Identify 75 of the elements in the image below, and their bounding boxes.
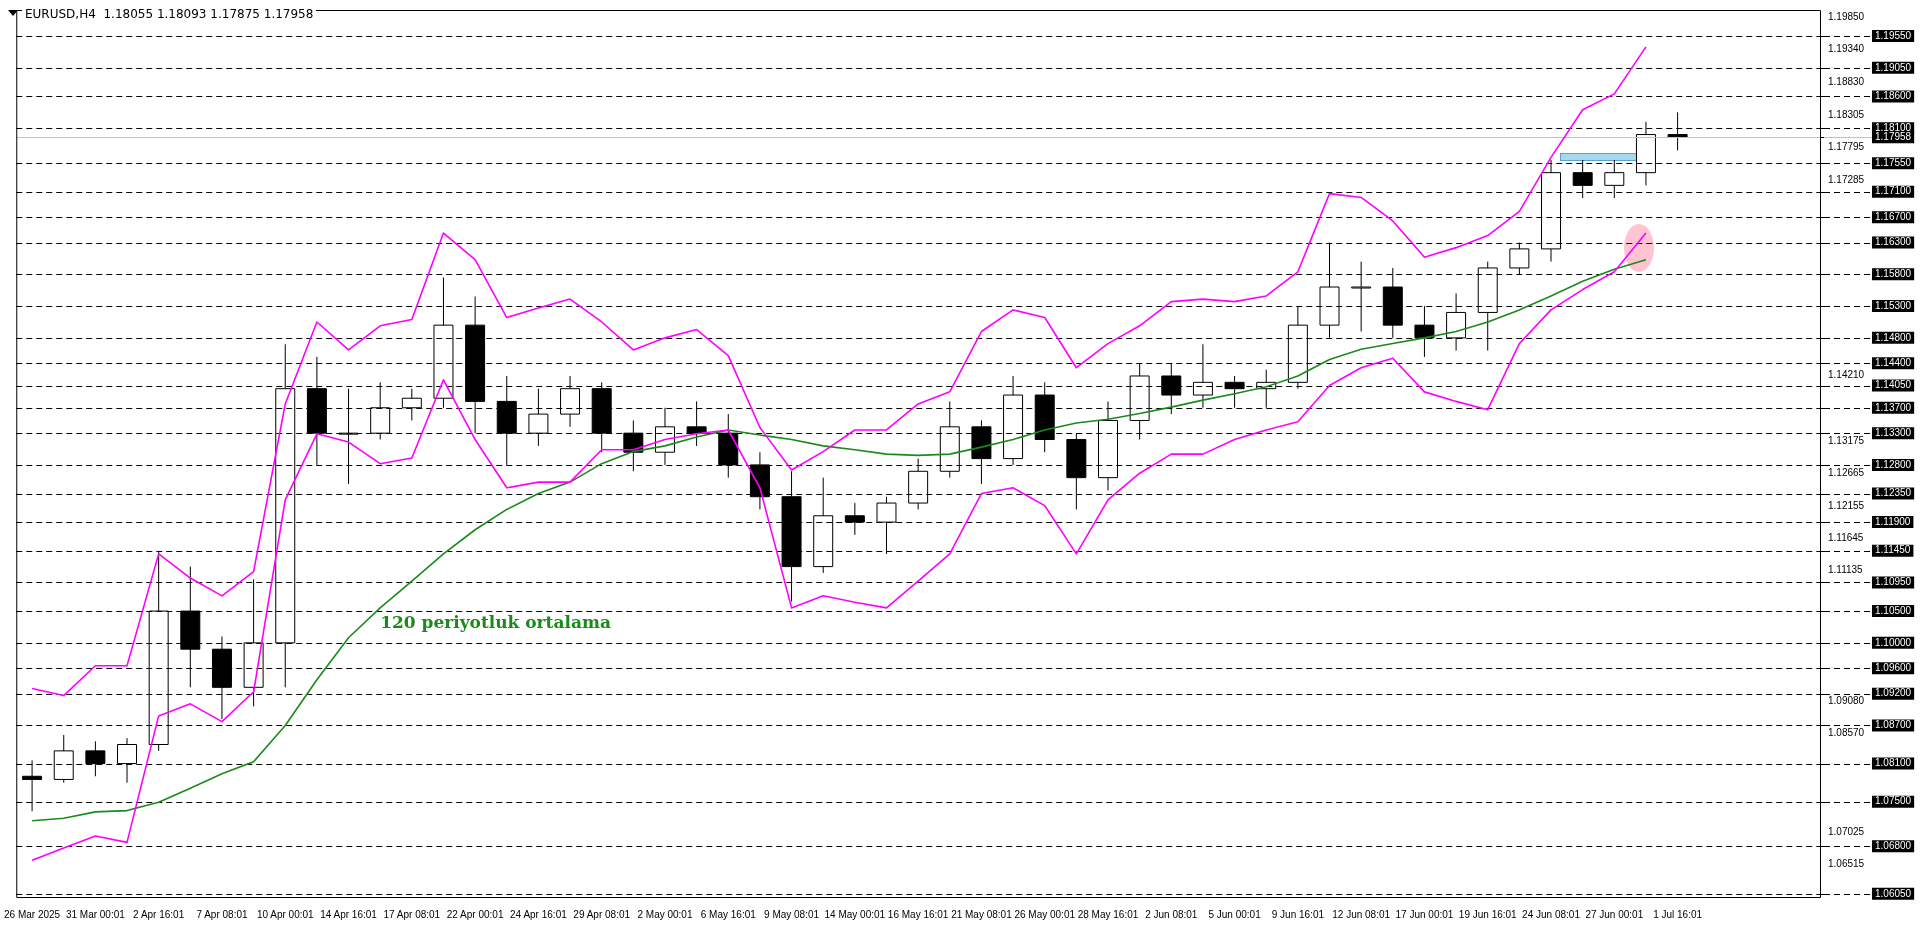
ref-line-label: 1.06050 — [1875, 887, 1912, 899]
ref-line-label: 1.18600 — [1875, 90, 1912, 102]
ref-line-label: 1.14050 — [1875, 379, 1912, 391]
y-tick-label: 1.06515 — [1828, 858, 1865, 870]
ref-line-label: 1.17550 — [1875, 156, 1912, 168]
y-tick-label: 1.18830 — [1828, 75, 1865, 87]
y-tick-label: 1.11135 — [1828, 564, 1864, 576]
ref-line-label: 1.14400 — [1875, 357, 1912, 369]
ref-line-label: 1.11450 — [1875, 544, 1911, 556]
x-tick-label: 1 Jul 16:01 — [1653, 908, 1703, 920]
x-tick-label: 17 Jun 00:01 — [1395, 908, 1454, 920]
x-tick-label: 17 Apr 08:01 — [383, 908, 441, 920]
y-tick-label: 1.11645 — [1828, 532, 1864, 544]
ref-line-label: 1.06800 — [1875, 839, 1912, 851]
ref-line-label: 1.17958 — [1875, 130, 1912, 142]
x-tick-label: 6 May 16:01 — [700, 908, 757, 920]
ref-line-label: 1.08100 — [1875, 757, 1912, 769]
chart-title: EURUSD,H4 1.18055 1.18093 1.17875 1.17958 — [22, 7, 317, 21]
x-tick-label: 19 Jun 16:01 — [1458, 908, 1518, 920]
y-tick-label: 1.12155 — [1828, 499, 1865, 511]
x-tick-label: 2 Apr 16:01 — [133, 908, 185, 920]
y-tick-label: 1.19850 — [1828, 10, 1865, 22]
ref-line-label: 1.15300 — [1875, 299, 1912, 311]
ref-line-label: 1.19050 — [1875, 61, 1912, 73]
x-tick-label: 10 Apr 00:01 — [256, 908, 315, 920]
x-tick-label: 9 May 08:01 — [764, 908, 820, 920]
y-tick-label: 1.17795 — [1828, 141, 1865, 153]
y-tick-label: 1.19340 — [1828, 43, 1865, 55]
ref-line-label: 1.07500 — [1875, 795, 1912, 807]
y-tick-label: 1.09080 — [1828, 695, 1865, 707]
series-label: 120 periyotluk ortalama — [380, 612, 611, 633]
ref-line-label: 1.09200 — [1875, 687, 1912, 699]
ref-line-label: 1.10500 — [1875, 604, 1912, 616]
x-tick-label: 22 Apr 00:01 — [446, 908, 504, 920]
ref-line-label: 1.13700 — [1875, 401, 1912, 413]
y-tick-label: 1.18305 — [1828, 108, 1865, 120]
ref-line-label: 1.15800 — [1875, 268, 1912, 280]
x-tick-label: 9 Jun 16:01 — [1271, 908, 1325, 920]
ref-line-label: 1.12350 — [1875, 487, 1912, 499]
ref-line-label: 1.17100 — [1875, 185, 1912, 197]
ref-line-label: 1.11900 — [1875, 515, 1911, 527]
x-tick-label: 21 May 08:01 — [951, 908, 1013, 920]
x-tick-label: 12 Jun 08:01 — [1332, 908, 1391, 920]
ref-line-label: 1.08700 — [1875, 719, 1912, 731]
y-tick-label: 1.07025 — [1828, 825, 1865, 837]
x-tick-label: 28 May 16:01 — [1077, 908, 1139, 920]
ref-line-label: 1.19550 — [1875, 29, 1912, 41]
x-tick-label: 14 Apr 16:01 — [320, 908, 378, 920]
y-tick-label: 1.14210 — [1828, 369, 1865, 381]
ref-line-label: 1.18100 — [1875, 121, 1912, 133]
ref-line-label: 1.14800 — [1875, 331, 1912, 343]
ref-line-label: 1.10950 — [1875, 576, 1912, 588]
x-tick-label: 24 Apr 16:01 — [510, 908, 568, 920]
x-tick-label: 14 May 00:01 — [824, 908, 886, 920]
x-tick-label: 2 May 00:01 — [637, 908, 693, 920]
x-tick-label: 7 Apr 08:01 — [196, 908, 248, 920]
y-tick-label: 1.13175 — [1828, 434, 1865, 446]
x-tick-label: 16 May 16:01 — [887, 908, 949, 920]
ref-line-label: 1.16300 — [1875, 236, 1912, 248]
x-tick-label: 26 Mar 2025 — [4, 908, 61, 920]
x-tick-label: 2 Jun 08:01 — [1145, 908, 1198, 920]
ref-line-label: 1.13300 — [1875, 426, 1912, 438]
ref-line-label: 1.16700 — [1875, 210, 1912, 222]
y-tick-label: 1.08570 — [1828, 727, 1865, 739]
x-tick-label: 26 May 00:01 — [1014, 908, 1076, 920]
x-tick-label: 29 Apr 08:01 — [573, 908, 631, 920]
ref-line-label: 1.12800 — [1875, 458, 1912, 470]
y-tick-label: 1.12665 — [1828, 467, 1865, 479]
x-tick-label: 31 Mar 00:01 — [65, 908, 126, 920]
y-tick-label: 1.17285 — [1828, 173, 1865, 185]
x-tick-label: 5 Jun 00:01 — [1208, 908, 1262, 920]
x-tick-label: 27 Jun 00:01 — [1585, 908, 1644, 920]
x-tick-label: 24 Jun 08:01 — [1522, 908, 1581, 920]
ref-line-label: 1.09600 — [1875, 662, 1912, 674]
ref-line-label: 1.10000 — [1875, 636, 1912, 648]
